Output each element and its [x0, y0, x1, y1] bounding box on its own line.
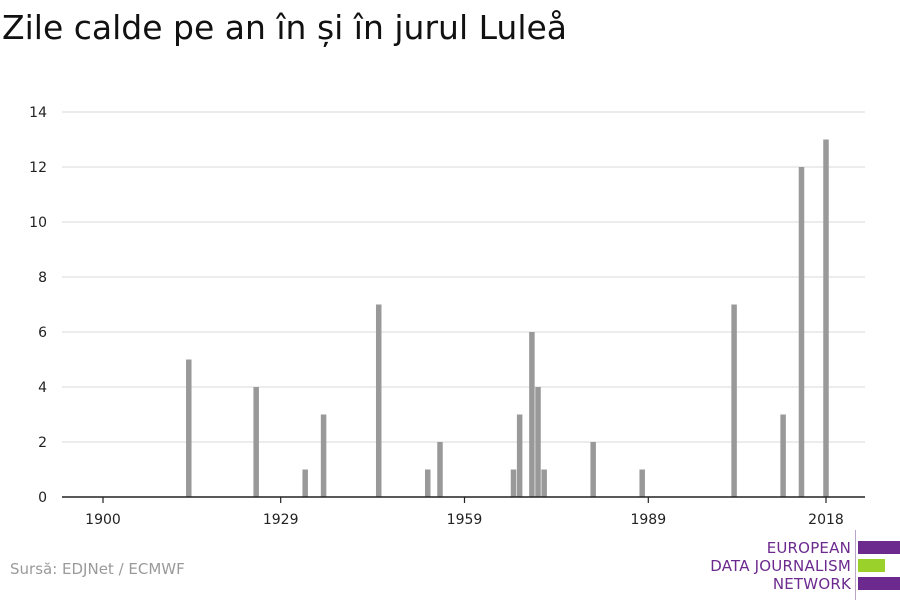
logo-line-data-journalism: DATA JOURNALISM	[710, 557, 851, 575]
y-tick-label: 14	[29, 105, 47, 121]
x-tick-label: 1989	[630, 512, 666, 528]
y-axis-ticks: 0 2 4 6 8 10 12 14	[29, 105, 47, 506]
bar	[535, 387, 541, 497]
bar	[302, 469, 308, 497]
y-tick-label: 4	[38, 380, 47, 396]
logo-divider	[855, 530, 856, 600]
bar	[437, 442, 443, 497]
bar	[731, 304, 737, 497]
bar	[253, 387, 259, 497]
logo-line-european: EUROPEAN	[766, 539, 851, 557]
x-tick-label: 1959	[447, 512, 483, 528]
logo-bar-top	[858, 541, 900, 554]
source-note: Sursă: EDJNet / ECMWF	[10, 560, 185, 578]
y-tick-label: 0	[38, 490, 47, 506]
x-axis: 1900 1929 1959 1989 2018	[62, 496, 865, 528]
bar	[780, 414, 786, 497]
x-tick-label: 1900	[85, 512, 121, 528]
y-tick-label: 10	[29, 215, 47, 231]
bars-group	[186, 139, 829, 497]
bar	[639, 469, 645, 497]
chart-title: Zile calde pe an în și în jurul Luleå	[2, 8, 568, 47]
x-tick-label: 2018	[808, 512, 844, 528]
y-tick-label: 12	[29, 160, 47, 176]
bar	[510, 469, 517, 497]
bar	[590, 442, 596, 497]
bar	[541, 469, 547, 497]
bar	[516, 414, 523, 497]
bar	[375, 304, 382, 497]
bar	[424, 469, 431, 497]
bar	[798, 167, 805, 497]
edjnet-logo: EUROPEAN DATA JOURNALISM NETWORK	[710, 530, 900, 600]
bar	[529, 332, 535, 497]
logo-bar-middle	[858, 559, 885, 572]
y-tick-label: 2	[38, 435, 47, 451]
bar	[320, 414, 327, 497]
bar	[186, 359, 192, 497]
y-tick-label: 6	[38, 325, 47, 341]
y-tick-label: 8	[38, 270, 47, 286]
logo-line-network: NETWORK	[772, 575, 851, 593]
grid-lines	[62, 111, 865, 443]
bar	[823, 139, 829, 497]
logo-bar-bottom	[858, 577, 900, 590]
x-tick-label: 1929	[263, 512, 299, 528]
bar-chart: 1900 1929 1959 1989 2018 0 2 4 6 8 10 12 14	[29, 105, 865, 528]
